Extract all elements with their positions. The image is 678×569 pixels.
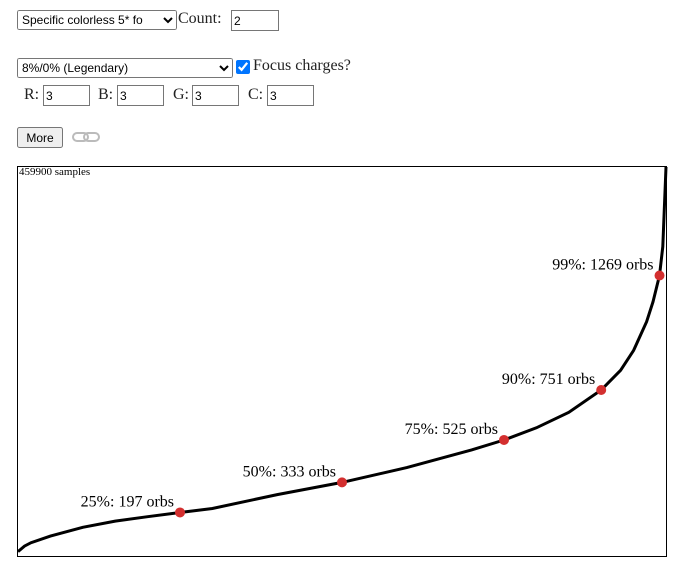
marker (175, 507, 185, 518)
color-label: G: (173, 86, 189, 103)
color-input[interactable] (43, 85, 90, 106)
link-icon-part (72, 132, 89, 142)
chart-frame (17, 166, 667, 557)
marker-label: 99%: 1269 orbs (552, 257, 653, 274)
color-label: B: (98, 86, 114, 103)
count-input[interactable] (231, 10, 279, 31)
marker (499, 434, 509, 445)
marker-label: 90%: 751 orbs (502, 371, 595, 388)
samples-label: 459900 samples (19, 166, 90, 178)
marker (337, 477, 347, 488)
marker (596, 385, 607, 396)
color-input[interactable] (117, 85, 164, 106)
more-button[interactable]: More (17, 127, 63, 148)
target-select[interactable]: Specific colorless 5* fo (17, 10, 177, 30)
marker-label: 25%: 197 orbs (81, 493, 174, 510)
marker (654, 270, 665, 281)
focus-label[interactable]: Focus charges? (253, 57, 351, 74)
rate-select[interactable]: 8%/0% (Legendary) (17, 58, 233, 78)
color-label: R: (24, 86, 40, 103)
focus-checkbox[interactable] (236, 60, 250, 74)
color-input[interactable] (192, 85, 239, 106)
color-input[interactable] (267, 85, 314, 106)
link-icon[interactable] (72, 130, 102, 144)
marker-label: 75%: 525 orbs (405, 421, 498, 438)
color-label: C: (248, 86, 264, 103)
line (17, 166, 668, 553)
count-label: Count: (178, 10, 222, 27)
marker-label: 50%: 333 orbs (243, 463, 336, 480)
link-icon-part (83, 132, 100, 142)
